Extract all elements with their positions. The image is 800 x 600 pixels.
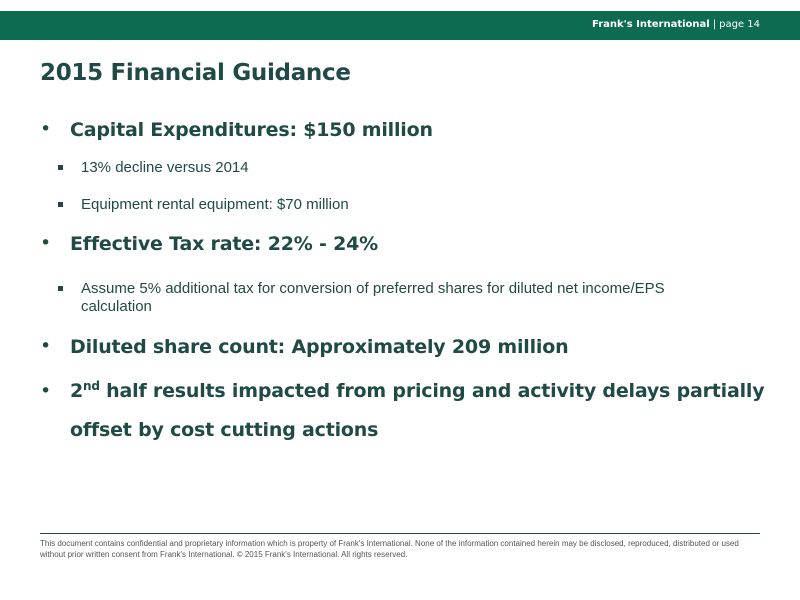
- second-half-body: half results impacted from pricing and a…: [70, 380, 765, 441]
- ordinal-suffix: nd: [83, 379, 100, 393]
- bullet-tax-text: Effective Tax rate: 22% - 24%: [70, 233, 378, 255]
- bullet-dot-icon: •: [40, 232, 52, 254]
- bullet-tax: • Effective Tax rate: 22% - 24%: [40, 232, 760, 256]
- bullet-dot-icon: •: [40, 335, 52, 357]
- sub-bullet-text: Assume 5% additional tax for conversion …: [81, 280, 665, 315]
- header-text: Frank's International | page 14: [592, 19, 760, 30]
- bullet-capex-text: Capital Expenditures: $150 million: [70, 119, 433, 141]
- sub-bullet-tax-assumption: Assume 5% additional tax for conversion …: [58, 280, 698, 316]
- bullet-dot-icon: •: [40, 380, 52, 402]
- bullet-dot-icon: •: [40, 118, 52, 140]
- page-number: page 14: [719, 19, 760, 30]
- sub-bullet-capex-decline: 13% decline versus 2014: [58, 159, 758, 177]
- bullet-second-half: • 2nd half results impacted from pricing…: [40, 372, 765, 450]
- square-bullet-icon: [58, 165, 63, 170]
- sub-bullet-text: Equipment rental equipment: $70 million: [81, 196, 349, 213]
- square-bullet-icon: [58, 286, 63, 291]
- bullet-shares-text: Diluted share count: Approximately 209 m…: [70, 336, 569, 358]
- sub-bullet-capex-rental: Equipment rental equipment: $70 million: [58, 196, 758, 214]
- bullet-shares: • Diluted share count: Approximately 209…: [40, 335, 760, 359]
- ordinal-number: 2: [70, 380, 84, 402]
- header-bar: Frank's International | page 14: [0, 11, 800, 40]
- header-separator: |: [712, 19, 717, 30]
- footer-disclaimer: This document contains confidential and …: [40, 539, 739, 559]
- slide-title: 2015 Financial Guidance: [40, 60, 351, 86]
- bullet-second-half-text: 2nd half results impacted from pricing a…: [70, 372, 765, 450]
- sub-bullet-text: 13% decline versus 2014: [81, 159, 249, 176]
- company-name: Frank's International: [592, 19, 710, 30]
- square-bullet-icon: [58, 202, 63, 207]
- bullet-capex: • Capital Expenditures: $150 million: [40, 118, 760, 142]
- footer-divider: [40, 533, 760, 534]
